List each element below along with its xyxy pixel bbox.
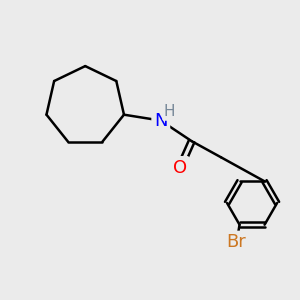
Text: N: N bbox=[154, 112, 167, 130]
Text: H: H bbox=[164, 104, 176, 119]
Text: Br: Br bbox=[227, 233, 247, 251]
Text: O: O bbox=[173, 159, 187, 177]
